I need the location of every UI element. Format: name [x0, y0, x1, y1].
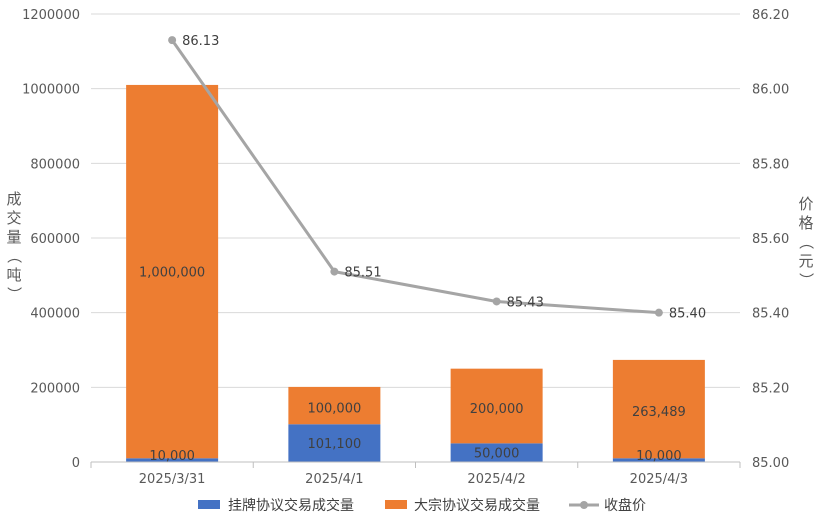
data-label-block: 263,489 [632, 405, 686, 420]
data-label-listed: 10,000 [636, 449, 682, 464]
price-label: 85.51 [344, 266, 381, 281]
axis-title-char: 成 [6, 190, 21, 208]
axis-title-char: （ [5, 248, 23, 263]
legend-label-block: 大宗协议交易成交量 [414, 497, 540, 514]
y-left-tick-label: 800000 [30, 157, 80, 172]
y-left-tick-label: 0 [72, 456, 80, 471]
y-right-tick-label: 85.00 [752, 456, 789, 471]
legend-item-price: 收盘价 [569, 497, 646, 514]
y-left-tick-label: 200000 [30, 381, 80, 396]
x-tick-label: 2025/4/1 [305, 472, 363, 487]
axis-title-char: ） [797, 272, 815, 287]
data-label-block: 100,000 [307, 402, 361, 417]
x-tick-label: 2025/4/3 [630, 472, 688, 487]
y-left-axis-title: 成交量 （ 吨 ） [5, 190, 23, 302]
y-left-tick-label: 600000 [30, 232, 80, 247]
x-tick-label: 2025/3/31 [139, 472, 206, 487]
data-label-listed: 10,000 [149, 449, 195, 464]
y-left-tick-label: 1200000 [22, 8, 80, 23]
bar-segment-block [126, 84, 219, 459]
data-label-block: 1,000,000 [139, 266, 205, 281]
price-point [330, 267, 339, 276]
data-labels: 10,000 1,000,000 101,100 100,000 50,000 200,0… [139, 34, 706, 464]
bars [126, 84, 705, 462]
price-line [168, 36, 663, 317]
axis-title-char: 格 [798, 214, 813, 232]
legend-label-listed: 挂牌协议交易成交量 [228, 497, 354, 514]
bar-segment-block [450, 368, 543, 444]
bar-segment-listed [288, 424, 381, 462]
data-label-listed: 101,100 [307, 437, 361, 452]
legend-item-block: 大宗协议交易成交量 [385, 497, 540, 514]
legend-swatch-listed [198, 500, 220, 509]
price-label: 85.43 [507, 295, 544, 310]
y-right-tick-label: 85.80 [752, 157, 789, 172]
y-right-tick-label: 85.60 [752, 232, 789, 247]
data-label-listed: 50,000 [474, 447, 520, 462]
y-right-tick-label: 86.20 [752, 8, 789, 23]
price-line-path [170, 39, 659, 315]
axis-title-char: ） [5, 286, 23, 301]
price-point [492, 297, 501, 306]
price-label: 86.13 [182, 34, 219, 49]
axis-title-char: 交 [6, 209, 21, 227]
bar-segment-block [288, 386, 381, 425]
y-right-tick-label: 86.00 [752, 83, 789, 98]
axis-title-char: 量 [6, 228, 21, 246]
legend-label-price: 收盘价 [604, 497, 646, 514]
data-label-block: 200,000 [470, 402, 524, 417]
bar-segment-listed [126, 458, 219, 462]
bar-segment-listed [450, 443, 543, 462]
price-label: 85.40 [669, 307, 706, 322]
price-point [654, 308, 663, 317]
legend-item-listed: 挂牌协议交易成交量 [198, 497, 354, 514]
axis-title-char: 价 [798, 195, 813, 213]
legend-swatch-price-marker [580, 501, 588, 509]
y-left-tick-label: 400000 [30, 307, 80, 322]
x-tick-label: 2025/4/2 [467, 472, 525, 487]
price-point [168, 36, 177, 45]
y-right-tick-label: 85.20 [752, 381, 789, 396]
bar-segment-block [612, 359, 705, 459]
legend: 挂牌协议交易成交量 大宗协议交易成交量 收盘价 [198, 497, 646, 514]
axes: 0 85.00 200000 85.20 400000 85.40 600000 85.60 8… [5, 8, 815, 487]
legend-swatch-block [385, 500, 407, 509]
y-right-axis-title: 价格 （ 元 ） [797, 195, 815, 288]
y-left-tick-label: 1000000 [22, 83, 80, 98]
axis-title-char: （ [797, 234, 815, 249]
axis-title-char: 吨 [6, 266, 21, 284]
axis-title-char: 元 [798, 252, 813, 270]
y-right-tick-label: 85.40 [752, 307, 789, 322]
bar-segment-listed [612, 458, 705, 462]
